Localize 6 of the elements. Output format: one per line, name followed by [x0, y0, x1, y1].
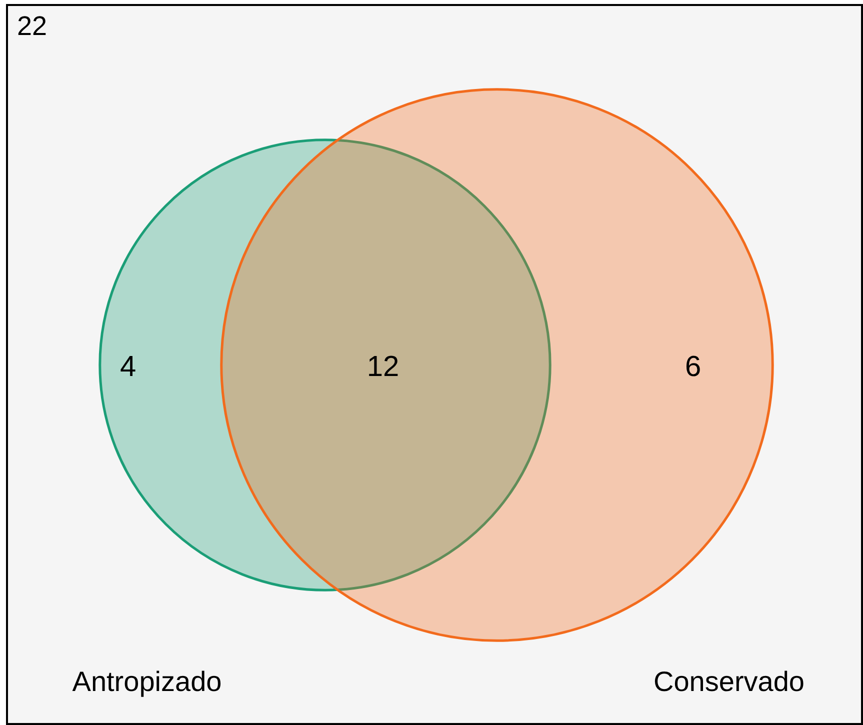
data-label: 6	[684, 351, 702, 383]
text: Antropizado	[72, 666, 222, 697]
text: Conservado	[654, 666, 804, 697]
text: 22	[17, 11, 48, 41]
data-label: 4	[120, 351, 136, 383]
data-label: 12	[366, 351, 400, 383]
